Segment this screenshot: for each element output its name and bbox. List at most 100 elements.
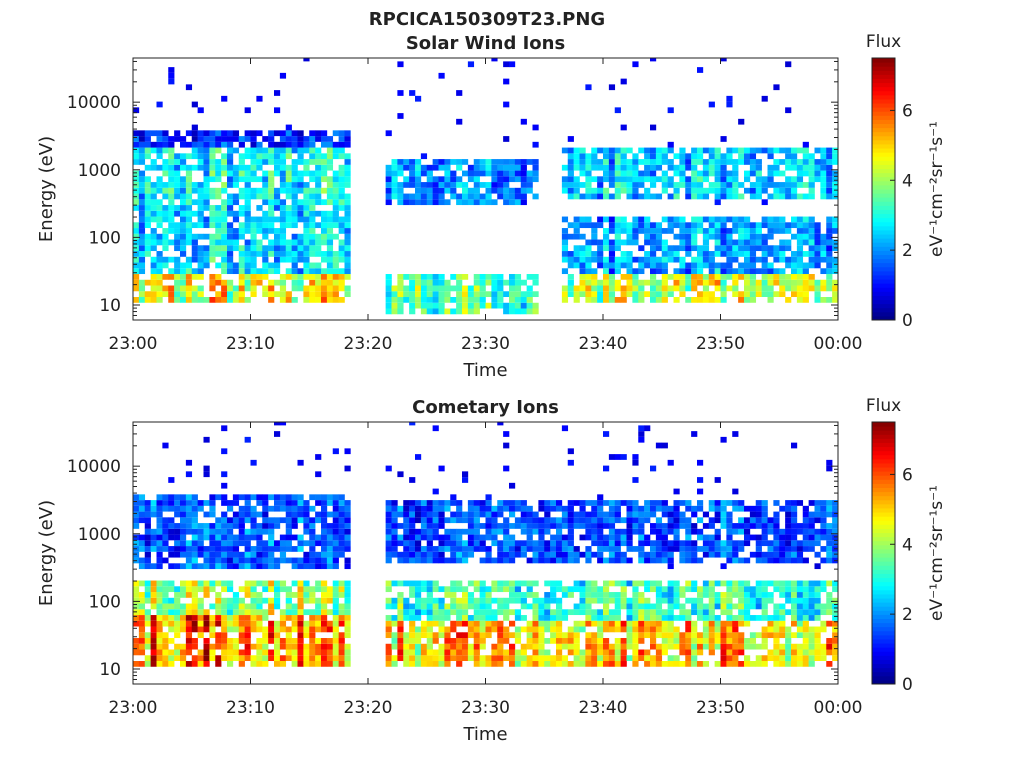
heatmap-cell — [150, 661, 157, 667]
heatmap-cell — [232, 540, 240, 547]
heatmap-cell — [614, 551, 621, 558]
heatmap-cell — [708, 170, 715, 177]
heatmap-cell — [332, 279, 339, 286]
heatmap-cell — [274, 586, 281, 593]
heatmap-cell — [426, 523, 433, 529]
heatmap-cell — [332, 546, 339, 552]
heatmap-cell — [708, 603, 715, 610]
heatmap-cell — [773, 84, 780, 91]
heatmap-cell — [133, 615, 140, 621]
heatmap-cell — [785, 557, 792, 564]
heatmap-cell — [685, 222, 692, 229]
heatmap-cell — [156, 222, 163, 229]
heatmap-cell — [573, 176, 580, 183]
heatmap-cell — [227, 279, 234, 286]
heatmap-cell — [450, 638, 457, 644]
heatmap-cell — [438, 603, 445, 610]
heatmap-cell — [791, 164, 798, 171]
heatmap-cell — [438, 557, 445, 564]
heatmap-cell — [438, 586, 445, 593]
heatmap-cell — [332, 534, 339, 541]
heatmap-cell — [591, 147, 598, 154]
heatmap-cell — [679, 285, 686, 292]
heatmap-cell — [180, 523, 187, 529]
colorbar-step — [872, 315, 895, 321]
heatmap-cell — [808, 176, 815, 183]
heatmap-cell — [221, 638, 228, 644]
heatmap-cell — [332, 193, 339, 200]
heatmap-cell — [250, 534, 257, 541]
heatmap-cell — [573, 297, 580, 303]
heatmap-cell — [744, 222, 751, 229]
heatmap-cell — [650, 291, 657, 298]
heatmap-cell — [332, 251, 339, 257]
heatmap-cell — [726, 643, 733, 650]
heatmap-cell — [297, 597, 304, 604]
heatmap-cell — [808, 256, 815, 263]
heatmap-cell — [691, 643, 698, 650]
heatmap-cell — [444, 199, 451, 206]
heatmap-cell — [626, 228, 633, 234]
heatmap-cell — [814, 251, 821, 257]
heatmap-cell — [385, 302, 392, 309]
heatmap-cell — [221, 597, 228, 604]
heatmap-cell — [755, 291, 762, 298]
heatmap-cell — [597, 523, 604, 529]
heatmap-cell — [785, 592, 792, 598]
heatmap-cell — [491, 505, 498, 512]
heatmap-cell — [597, 297, 604, 303]
heatmap-cell — [191, 523, 198, 529]
heatmap-cell — [561, 505, 569, 512]
heatmap-cell — [479, 159, 486, 165]
heatmap-cell — [503, 199, 510, 206]
heatmap-cell — [826, 153, 833, 160]
heatmap-cell — [667, 107, 674, 114]
heatmap-cell — [227, 233, 234, 240]
heatmap-cell — [509, 193, 516, 200]
heatmap-cell — [632, 170, 639, 177]
heatmap-cell — [755, 615, 762, 621]
heatmap-cell — [661, 159, 668, 165]
heatmap-cell — [614, 153, 621, 160]
heatmap-cell — [644, 661, 651, 667]
heatmap-cell — [256, 130, 263, 137]
heatmap-cell — [420, 170, 428, 177]
heatmap-cell — [420, 534, 428, 541]
heatmap-cell — [808, 638, 815, 644]
heatmap-cell — [238, 649, 245, 656]
heatmap-cell — [321, 592, 328, 598]
heatmap-cell — [538, 661, 545, 667]
heatmap-cell — [673, 586, 680, 593]
heatmap-cell — [467, 603, 475, 610]
heatmap-cell — [138, 494, 146, 501]
heatmap-cell — [556, 643, 563, 650]
heatmap-cell — [432, 159, 439, 165]
heatmap-cell — [767, 528, 774, 535]
heatmap-cell — [262, 268, 269, 275]
heatmap-cell — [585, 661, 592, 667]
heatmap-cell — [420, 580, 428, 587]
heatmap-cell — [726, 256, 733, 263]
heatmap-cell — [385, 187, 392, 194]
heatmap-cell — [420, 632, 428, 639]
heatmap-cell — [168, 136, 175, 142]
heatmap-cell — [185, 517, 193, 524]
heatmap-cell — [191, 210, 198, 217]
heatmap-cell — [291, 147, 298, 154]
heatmap-cell — [685, 620, 692, 627]
heatmap-cell — [180, 551, 187, 558]
heatmap-cell — [174, 170, 181, 177]
heatmap-cell — [638, 228, 645, 234]
heatmap-cell — [526, 523, 533, 529]
heatmap-cell — [638, 176, 645, 183]
heatmap-cell — [274, 153, 281, 160]
heatmap-cell — [714, 193, 721, 200]
heatmap-cell — [620, 78, 627, 85]
heatmap-cell — [638, 425, 645, 432]
heatmap-cell — [796, 632, 804, 639]
heatmap-cell — [262, 551, 269, 558]
heatmap-cell — [585, 153, 592, 160]
heatmap-cell — [573, 603, 580, 610]
heatmap-cell — [832, 297, 839, 303]
